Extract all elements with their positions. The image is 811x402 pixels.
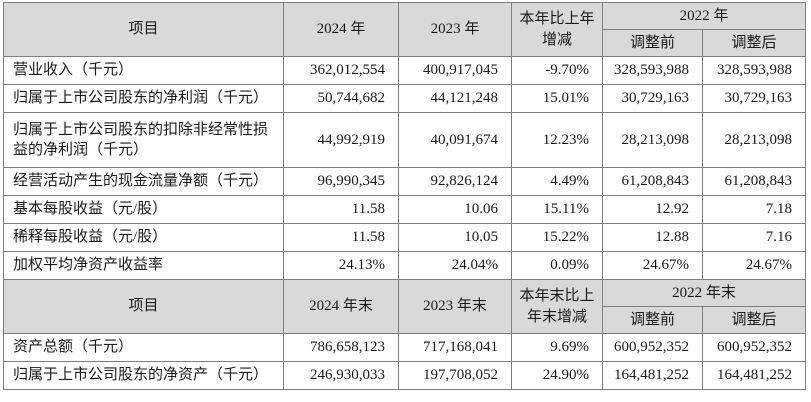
section2-adjust-after-header: 调整后 xyxy=(701,306,807,334)
value-cell-2022-before: 61,208,843 xyxy=(602,167,703,196)
value-cell-2022-after: 328,593,988 xyxy=(701,56,807,85)
section1-change-header: 本年比上年增减 xyxy=(511,2,603,57)
value-cell-change: 15.11% xyxy=(511,195,603,224)
value-cell-2022-after: 61,208,843 xyxy=(701,167,807,196)
value-cell-2024: 24.13% xyxy=(283,251,399,280)
value-cell-change: 0.09% xyxy=(511,251,603,280)
value-cell-2024: 246,930,033 xyxy=(283,361,399,390)
section1-item-header: 项目 xyxy=(3,2,284,57)
section2-header-row-1: 项目 2024 年末 2023 年末 本年末比上年末增减 2022 年末 xyxy=(3,279,807,334)
section1-year-2022-header: 2022 年 xyxy=(601,2,807,30)
section2-change-header: 本年末比上年末增减 xyxy=(511,279,603,334)
value-cell-2022-before: 12.92 xyxy=(602,195,703,224)
row-label-cell: 稀释每股收益（元/股） xyxy=(3,223,284,252)
row-label-cell: 归属于上市公司股东的净利润（千元） xyxy=(3,84,284,113)
section1-header-row-1: 项目 2024 年 2023 年 本年比上年增减 2022 年 xyxy=(3,2,807,57)
value-cell-2023: 40,091,674 xyxy=(398,112,512,168)
value-cell-change: 9.69% xyxy=(511,333,603,362)
section2-year-2023-end-header: 2023 年末 xyxy=(398,279,512,334)
value-cell-2023: 10.06 xyxy=(398,195,512,224)
value-cell-change: 15.01% xyxy=(511,84,603,113)
row-label-cell: 经营活动产生的现金流量净额（千元） xyxy=(3,167,284,196)
value-cell-2023: 717,168,041 xyxy=(398,333,512,362)
value-cell-2024: 50,744,682 xyxy=(283,84,399,113)
value-cell-2022-after: 24.67% xyxy=(701,251,807,280)
value-cell-2023: 44,121,248 xyxy=(398,84,512,113)
value-cell-2024: 11.58 xyxy=(283,195,399,224)
value-cell-2022-after: 164,481,252 xyxy=(701,361,807,390)
value-cell-2022-after: 7.18 xyxy=(701,195,807,224)
value-cell-2024: 96,990,345 xyxy=(283,167,399,196)
value-cell-2022-before: 164,481,252 xyxy=(602,361,703,390)
row-label-cell: 归属于上市公司股东的净资产（千元） xyxy=(3,361,284,390)
value-cell-2022-before: 30,729,163 xyxy=(602,84,703,113)
table-row: 稀释每股收益（元/股） 11.58 10.05 15.22% 12.88 7.1… xyxy=(3,223,807,252)
section1-year-2023-header: 2023 年 xyxy=(398,2,512,57)
row-label-cell: 基本每股收益（元/股） xyxy=(3,195,284,224)
value-cell-2023: 92,826,124 xyxy=(398,167,512,196)
section1-adjust-after-header: 调整后 xyxy=(701,29,807,57)
value-cell-2024: 11.58 xyxy=(283,223,399,252)
value-cell-change: 24.90% xyxy=(511,361,603,390)
value-cell-2023: 24.04% xyxy=(398,251,512,280)
financial-summary-table: 项目 2024 年 2023 年 本年比上年增减 2022 年 调整前 调整后 … xyxy=(3,2,807,390)
value-cell-2023: 400,917,045 xyxy=(398,56,512,85)
section1-adjust-before-header: 调整前 xyxy=(602,29,703,57)
value-cell-2022-after: 30,729,163 xyxy=(701,84,807,113)
value-cell-change: 15.22% xyxy=(511,223,603,252)
value-cell-2022-after: 600,952,352 xyxy=(701,333,807,362)
section1-year-2024-header: 2024 年 xyxy=(283,2,399,57)
value-cell-2023: 197,708,052 xyxy=(398,361,512,390)
value-cell-2022-before: 600,952,352 xyxy=(602,333,703,362)
table-row: 加权平均净资产收益率 24.13% 24.04% 0.09% 24.67% 24… xyxy=(3,251,807,280)
value-cell-change: 12.23% xyxy=(511,112,603,168)
section2-adjust-before-header: 调整前 xyxy=(602,306,703,334)
table-row: 营业收入（千元） 362,012,554 400,917,045 -9.70% … xyxy=(3,56,807,85)
row-label-cell: 归属于上市公司股东的扣除非经常性损益的净利润（千元） xyxy=(3,112,284,168)
value-cell-change: -9.70% xyxy=(511,56,603,85)
value-cell-change: 4.49% xyxy=(511,167,603,196)
table-row: 经营活动产生的现金流量净额（千元） 96,990,345 92,826,124 … xyxy=(3,167,807,196)
table-row: 资产总额（千元） 786,658,123 717,168,041 9.69% 6… xyxy=(3,333,807,362)
value-cell-2022-after: 7.16 xyxy=(701,223,807,252)
row-label-cell: 加权平均净资产收益率 xyxy=(3,251,284,280)
table-row: 归属于上市公司股东的净利润（千元） 50,744,682 44,121,248 … xyxy=(3,84,807,113)
value-cell-2022-before: 28,213,098 xyxy=(602,112,703,168)
value-cell-2023: 10.05 xyxy=(398,223,512,252)
value-cell-2022-before: 24.67% xyxy=(602,251,703,280)
value-cell-2022-before: 328,593,988 xyxy=(602,56,703,85)
section2-item-header: 项目 xyxy=(3,279,284,334)
value-cell-2024: 362,012,554 xyxy=(283,56,399,85)
table-row: 归属于上市公司股东的扣除非经常性损益的净利润（千元） 44,992,919 40… xyxy=(3,112,807,168)
row-label-cell: 营业收入（千元） xyxy=(3,56,284,85)
value-cell-2024: 786,658,123 xyxy=(283,333,399,362)
table-row: 基本每股收益（元/股） 11.58 10.06 15.11% 12.92 7.1… xyxy=(3,195,807,224)
value-cell-2022-after: 28,213,098 xyxy=(701,112,807,168)
table-row: 归属于上市公司股东的净资产（千元） 246,930,033 197,708,05… xyxy=(3,361,807,390)
section2-year-2024-end-header: 2024 年末 xyxy=(283,279,399,334)
row-label-cell: 资产总额（千元） xyxy=(3,333,284,362)
value-cell-2022-before: 12.88 xyxy=(602,223,703,252)
value-cell-2024: 44,992,919 xyxy=(283,112,399,168)
section2-year-2022-end-header: 2022 年末 xyxy=(601,279,807,307)
section1-header-row-2: 调整前 调整后 xyxy=(4,29,807,57)
